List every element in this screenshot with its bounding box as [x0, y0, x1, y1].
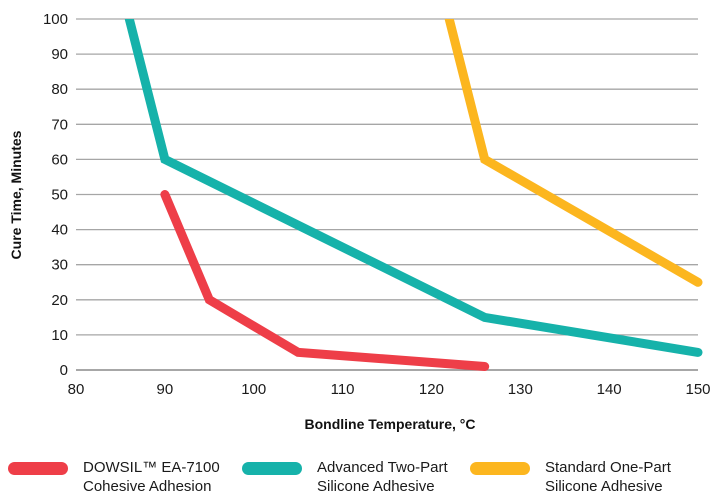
y-axis-title: Cure Time, Minutes [8, 130, 24, 259]
x-axis-title: Bondline Temperature, °C [304, 416, 475, 432]
x-tick-label: 140 [597, 381, 622, 398]
y-tick-label: 60 [51, 151, 68, 168]
x-tick-labels: 80 90 100 110 120 130 140 150 [68, 381, 711, 398]
legend-label-line-1: Standard One-Part [545, 459, 671, 476]
x-tick-label: 130 [508, 381, 533, 398]
legend-item-standard-one-part: Standard One-Part Silicone Adhesive [470, 458, 671, 496]
legend-label-line-1: Advanced Two-Part [317, 459, 448, 476]
legend-item-advanced-two-part: Advanced Two-Part Silicone Adhesive [242, 458, 448, 496]
legend-item-ea7100: DOWSIL™ EA-7100 Cohesive Adhesion [8, 458, 220, 496]
y-tick-label: 10 [51, 327, 68, 344]
y-tick-labels: 0 10 20 30 40 50 60 70 80 90 100 [43, 11, 68, 379]
series-line-ea7100 [160, 190, 490, 371]
legend-label-line-1: DOWSIL™ EA-7100 [83, 459, 220, 476]
legend-label-ea7100: DOWSIL™ EA-7100 Cohesive Adhesion [83, 458, 220, 496]
y-tick-label: 20 [51, 292, 68, 309]
legend-swatch-standard-one-part [470, 462, 530, 475]
x-tick-label: 90 [157, 381, 174, 398]
y-tick-label: 90 [51, 46, 68, 63]
y-tick-label: 50 [51, 187, 68, 204]
y-tick-label: 80 [51, 81, 68, 98]
legend-swatch-ea7100 [8, 462, 68, 475]
x-tick-label: 80 [68, 381, 85, 398]
legend-label-line-2: Silicone Adhesive [317, 478, 435, 495]
x-tick-label: 150 [685, 381, 710, 398]
series-lines [124, 19, 703, 371]
legend-label-advanced-two-part: Advanced Two-Part Silicone Adhesive [317, 458, 448, 496]
legend: DOWSIL™ EA-7100 Cohesive Adhesion Advanc… [0, 458, 721, 500]
legend-label-standard-one-part: Standard One-Part Silicone Adhesive [545, 458, 671, 496]
y-tick-label: 0 [60, 362, 68, 379]
legend-label-line-2: Silicone Adhesive [545, 478, 663, 495]
chart: 0 10 20 30 40 50 60 70 80 90 100 80 90 100 110 120 130 1… [8, 11, 711, 432]
series-line-advanced-two-part [124, 19, 703, 357]
legend-swatch-advanced-two-part [242, 462, 302, 475]
y-tick-label: 40 [51, 222, 68, 239]
y-tick-label: 100 [43, 11, 68, 28]
series-line-standard-one-part [444, 19, 703, 287]
y-tick-label: 70 [51, 116, 68, 133]
x-tick-label: 100 [241, 381, 266, 398]
x-tick-label: 120 [419, 381, 444, 398]
x-tick-label: 110 [331, 381, 355, 398]
legend-label-line-2: Cohesive Adhesion [83, 478, 212, 495]
gridlines [76, 18, 698, 371]
y-tick-label: 30 [51, 257, 68, 274]
